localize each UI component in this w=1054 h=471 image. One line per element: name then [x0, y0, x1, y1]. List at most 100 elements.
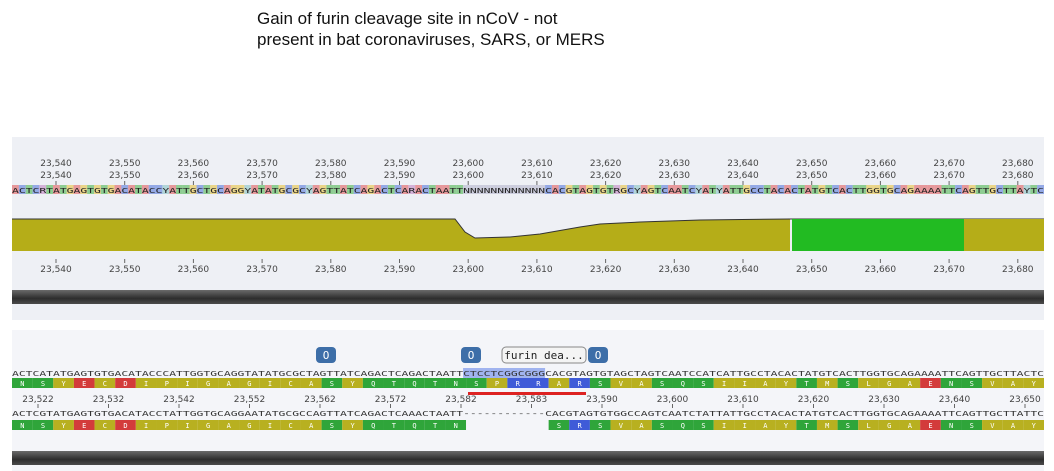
consensus-base [1002, 185, 1010, 194]
consensus-base [777, 185, 785, 194]
amino-acid-letter: G [206, 380, 210, 388]
consensus-base [497, 185, 505, 194]
consensus-base [838, 185, 846, 194]
amino-acid-letter: N [949, 380, 953, 388]
consensus-base [1037, 185, 1044, 194]
amino-acid-cell [878, 420, 900, 430]
amino-acid-letter: R [577, 422, 582, 430]
amino-acid-letter: S [846, 380, 850, 388]
amino-acid-letter: M [825, 380, 829, 388]
amino-acid-cell [569, 378, 590, 388]
horizontal-scrollbar-bottom[interactable] [12, 451, 1044, 465]
amino-acid-cell [816, 378, 838, 388]
horizontal-scrollbar-top[interactable] [12, 290, 1044, 304]
consensus-base [176, 185, 183, 194]
furin-insert-highlight [463, 368, 546, 378]
nucleotide-string: ACTCATATGAGTGTGACATACCCATTGGTGCAGGTATATG… [12, 369, 1044, 378]
amino-acid-letter: D [123, 422, 127, 430]
amino-acid-cell [858, 378, 879, 388]
consensus-base [162, 185, 170, 194]
ruler-label: 23,650 [1009, 395, 1041, 405]
consensus-base [517, 185, 525, 194]
annotation-track[interactable]: O O furin dea... O [316, 346, 608, 395]
ruler-label: 23,620 [798, 395, 830, 405]
consensus-base [852, 185, 860, 194]
consensus-base [797, 185, 805, 194]
amino-acid-cell [961, 378, 983, 388]
amino-acid-cell [424, 378, 446, 388]
ruler-label: 23,600 [452, 265, 484, 275]
consensus-base [879, 185, 887, 194]
consensus-sequence: ACTCRTATGAGTGTGACATACCYATTGCTGCAGGYATATG… [12, 185, 1044, 195]
ruler-label: 23,660 [865, 159, 897, 169]
amino-acid-letter: A [908, 422, 913, 430]
consensus-base [223, 185, 231, 194]
consensus-base [87, 185, 95, 194]
amino-acid-letter: A [1011, 380, 1016, 388]
consensus-base [59, 185, 67, 194]
consensus-base [408, 185, 416, 194]
amino-acid-letter: A [908, 380, 913, 388]
amino-acid-letter: A [763, 380, 768, 388]
amino-acid-cell [404, 420, 425, 430]
amino-acid-cell [837, 378, 859, 388]
amino-acid-letter: A [227, 422, 232, 430]
ruler-label: 23,650 [796, 265, 828, 275]
ruler-label: 23,680 [1002, 265, 1034, 275]
amino-acid-letter: S [474, 380, 478, 388]
amino-acid-letter: I [722, 422, 726, 430]
amino-acid-letter: Y [1032, 422, 1037, 430]
ruler-label: 23,560 [178, 265, 210, 275]
amino-acid-cell [816, 420, 838, 430]
consensus-base [886, 185, 894, 194]
ruler-label: 23,560 [178, 171, 210, 181]
consensus-base [975, 185, 983, 194]
amino-acid-letter: S [701, 422, 705, 430]
consensus-base [647, 185, 655, 194]
amino-acid-cell [940, 420, 962, 430]
consensus-base [551, 185, 559, 194]
amino-acid-cell [920, 378, 941, 388]
amino-acid-letter: L [866, 380, 870, 388]
consensus-base [996, 185, 1003, 194]
amino-acid-cell [610, 420, 632, 430]
consensus-base [791, 185, 798, 194]
consensus-base [756, 185, 764, 194]
amino-acid-letter: V [619, 422, 624, 430]
amino-acid-letter: Y [61, 422, 66, 430]
amino-acid-cell [486, 378, 508, 388]
ruler-label: 23,600 [452, 159, 484, 169]
amino-acid-cell [32, 378, 54, 388]
amino-acid-cell [73, 420, 95, 430]
consensus-base [709, 185, 716, 194]
consensus-base [141, 185, 149, 194]
nucleotide-string: ACTCGTATGAGTGTGACATACCTATTGGTGCAGGAATATG… [12, 409, 1044, 418]
consensus-base [524, 185, 532, 194]
consensus-base [633, 185, 641, 194]
amino-acid-cell [12, 420, 33, 430]
amino-acid-letter: S [557, 422, 561, 430]
slide-title: Gain of furin cleavage site in nCoV - no… [257, 8, 605, 50]
amino-acid-cell [218, 378, 240, 388]
amino-acid-cell [507, 420, 528, 430]
consensus-base [914, 185, 921, 194]
amino-acid-cell [321, 420, 343, 430]
amino-acid-letter: C [289, 422, 293, 430]
amino-acid-letter: T [433, 422, 438, 430]
consensus-base [148, 185, 156, 194]
consensus-base [394, 185, 402, 194]
amino-acid-letter: C [289, 380, 293, 388]
marker-label-3: O [595, 349, 602, 362]
ruler-label: 23,570 [246, 159, 278, 169]
amino-acid-letter: A [639, 422, 644, 430]
ruler-label: 23,562 [304, 395, 336, 405]
ruler-coverage-axis: 23,540 23,550 23,560 23,570 23,580 23,590 23,6… [40, 259, 1034, 275]
amino-acid-cell [177, 420, 198, 430]
consensus-base [558, 185, 566, 194]
ruler-label: 23,550 [109, 171, 141, 181]
consensus-base [599, 185, 607, 194]
consensus-base [217, 185, 224, 194]
consensus-base [271, 185, 279, 194]
